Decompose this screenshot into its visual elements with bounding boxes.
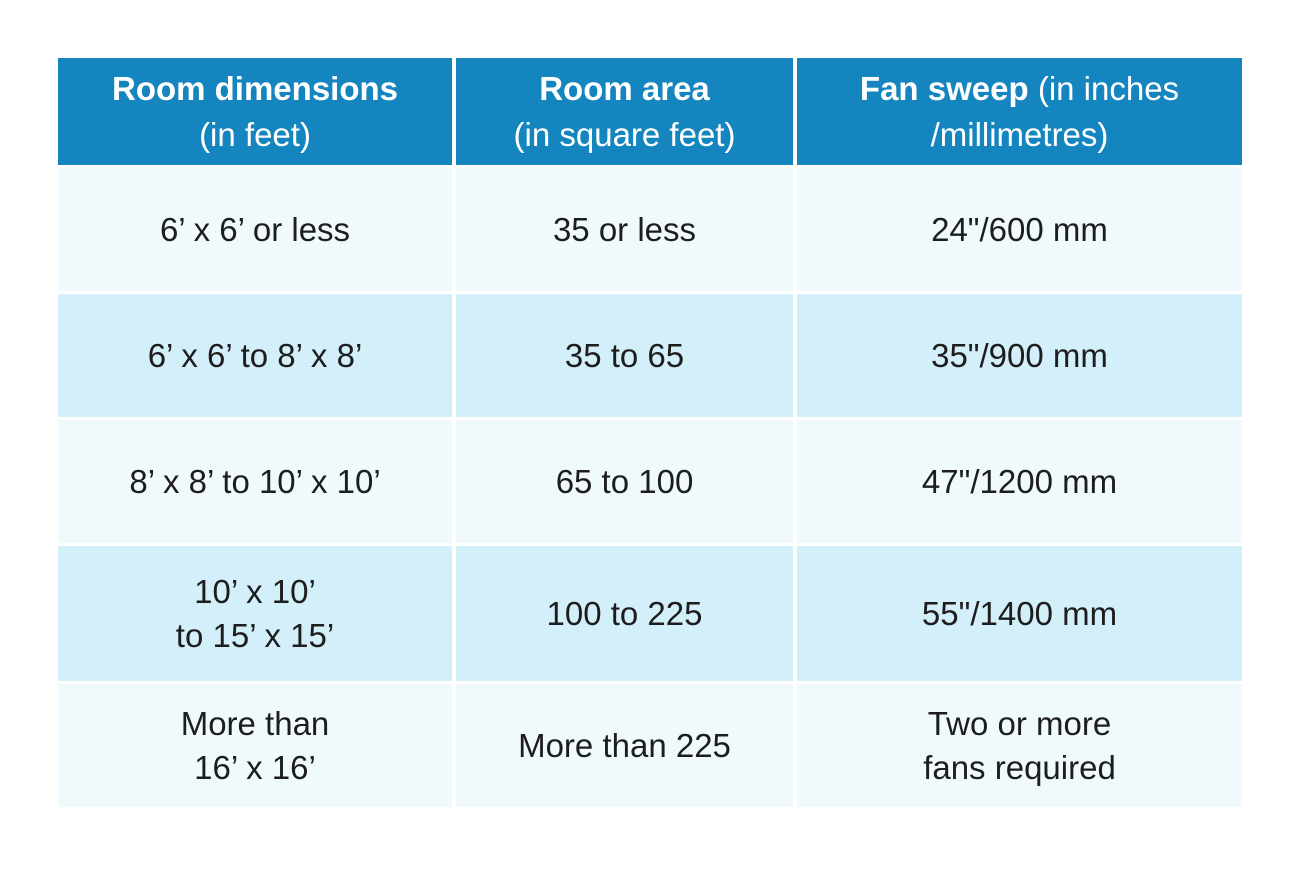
header-line-1: Fan sweep (in inches <box>859 69 1180 107</box>
table-cell-area: 100 to 225 <box>456 546 793 681</box>
header-line-1: Room area <box>539 69 710 107</box>
header-cell-fan-sweep: Fan sweep (in inches /millimetres) <box>797 58 1242 165</box>
header-cell-room-area: Room area (in square feet) <box>456 58 793 165</box>
header-cell-room-dimensions: Room dimensions (in feet) <box>58 58 452 165</box>
header-line-2: (in feet) <box>199 115 311 153</box>
table-cell-sweep: Two or more fans required <box>797 684 1242 807</box>
header-line-1: Room dimensions <box>111 69 399 107</box>
table-cell-area: 35 to 65 <box>456 294 793 417</box>
table-cell-area: More than 225 <box>456 684 793 807</box>
table-cell-dimensions: 8’ x 8’ to 10’ x 10’ <box>58 420 452 543</box>
header-line-2: /millimetres) <box>930 115 1109 153</box>
table-cell-area: 65 to 100 <box>456 420 793 543</box>
table-cell-sweep: 24"/600 mm <box>797 168 1242 291</box>
table-cell-dimensions: 10’ x 10’ to 15’ x 15’ <box>58 546 452 681</box>
table-cell-dimensions: 6’ x 6’ or less <box>58 168 452 291</box>
fan-size-table: Room dimensions (in feet) Room area (in … <box>58 58 1242 807</box>
table-cell-sweep: 55"/1400 mm <box>797 546 1242 681</box>
header-line-2: (in square feet) <box>513 115 736 153</box>
table-cell-dimensions: More than 16’ x 16’ <box>58 684 452 807</box>
table-cell-dimensions: 6’ x 6’ to 8’ x 8’ <box>58 294 452 417</box>
table-cell-area: 35 or less <box>456 168 793 291</box>
table-cell-sweep: 35"/900 mm <box>797 294 1242 417</box>
table-cell-sweep: 47"/1200 mm <box>797 420 1242 543</box>
